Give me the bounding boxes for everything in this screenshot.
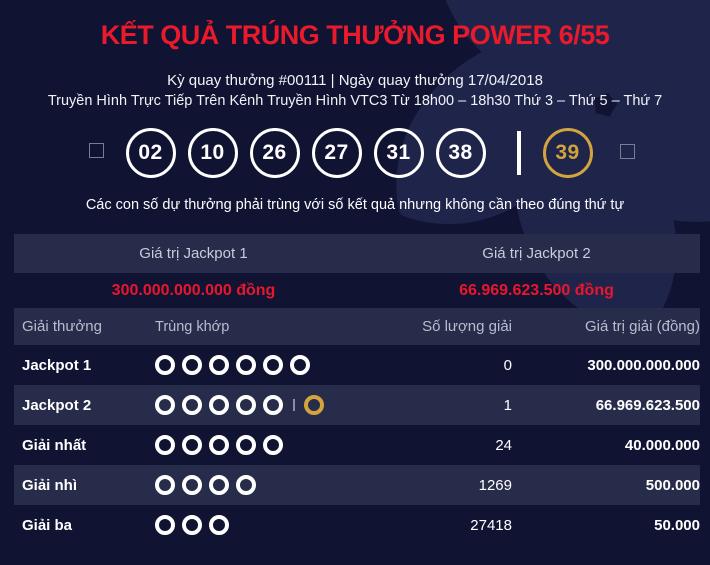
- match-ball-white-icon: [263, 435, 283, 455]
- winner-count: 1: [503, 396, 512, 414]
- match-ball-white-icon: [155, 395, 175, 415]
- match-ball-white-icon: [236, 355, 256, 375]
- jackpot2-label: Giá trị Jackpot 2: [482, 245, 591, 262]
- match-pattern: [155, 435, 355, 455]
- lottery-ball: 02: [125, 128, 176, 178]
- col-header-count: Số lượng giải: [422, 318, 512, 335]
- prize-name: Giải ba: [22, 516, 73, 534]
- match-ball-white-icon: [155, 355, 175, 375]
- ball-number: 31: [386, 141, 411, 164]
- lottery-ball: 31: [373, 128, 424, 178]
- table-row: Giải nhì 1269 500.000: [14, 465, 700, 505]
- match-ball-white-icon: [236, 435, 256, 455]
- match-pattern: [155, 515, 355, 535]
- prev-draw-icon[interactable]: [88, 142, 104, 158]
- prize-name: Giải nhì: [22, 476, 78, 494]
- match-ball-white-icon: [155, 515, 175, 535]
- match-ball-white-icon: [209, 475, 229, 495]
- match-power-divider: [293, 399, 295, 411]
- jackpot-summary-header: Giá trị Jackpot 1 Giá trị Jackpot 2: [14, 234, 700, 273]
- match-ball-white-icon: [182, 435, 202, 455]
- match-ball-white-icon: [209, 515, 229, 535]
- match-ball-white-icon: [182, 395, 202, 415]
- power-ball: 39: [542, 128, 593, 178]
- table-row: Jackpot 1 0 300.000.000.000: [14, 345, 700, 385]
- winner-count: 1269: [478, 476, 512, 494]
- prize-value: 40.000.000: [624, 436, 700, 454]
- match-ball-white-icon: [209, 435, 229, 455]
- match-ball-white-icon: [290, 355, 310, 375]
- prize-table: Giải thưởng Trùng khớp Số lượng giải Giá…: [14, 308, 700, 545]
- ball-number: 27: [324, 141, 349, 164]
- winning-numbers-row: 02 10 26 27 31 38 39: [0, 128, 710, 178]
- ball-number: 26: [262, 141, 287, 164]
- match-ball-white-icon: [155, 475, 175, 495]
- next-draw-icon[interactable]: [619, 143, 635, 159]
- jackpot2-value: 66.969.623.500 đồng: [459, 281, 614, 299]
- prize-name: Giải nhất: [22, 436, 87, 454]
- winner-count: 27418: [470, 516, 512, 534]
- ball-number: 02: [138, 141, 163, 164]
- ball-number: 38: [448, 141, 473, 164]
- broadcast-info: Truyền Hình Trực Tiếp Trên Kênh Truyền H…: [47, 93, 663, 109]
- ball-number: 10: [200, 141, 225, 164]
- prize-value: 300.000.000.000: [587, 356, 700, 374]
- prize-table-header: Giải thưởng Trùng khớp Số lượng giải Giá…: [14, 308, 700, 345]
- matching-rule-note: Các con số dự thưởng phải trùng với số k…: [85, 197, 625, 213]
- page-title: KẾT QUẢ TRÚNG THƯỞNG POWER 6/55: [100, 20, 610, 50]
- prize-value: 66.969.623.500: [595, 396, 700, 414]
- match-ball-white-icon: [182, 515, 202, 535]
- match-pattern: [155, 395, 355, 415]
- match-ball-white-icon: [236, 475, 256, 495]
- winner-count: 0: [503, 356, 512, 374]
- col-header-prize: Giải thưởng: [22, 318, 102, 335]
- match-ball-white-icon: [155, 435, 175, 455]
- lottery-ball: 27: [311, 128, 362, 178]
- match-ball-white-icon: [182, 355, 202, 375]
- prize-value: 50.000: [654, 516, 700, 534]
- table-row: Jackpot 2 1 66.969.623.500: [14, 385, 700, 425]
- jackpot1-label: Giá trị Jackpot 1: [139, 245, 248, 262]
- match-ball-white-icon: [209, 395, 229, 415]
- winner-count: 24: [495, 436, 512, 454]
- match-pattern: [155, 475, 355, 495]
- col-header-value: Giá trị giải (đồng): [584, 318, 700, 335]
- match-ball-white-icon: [263, 355, 283, 375]
- power-ball-divider: [516, 131, 521, 175]
- table-row: Giải nhất 24 40.000.000: [14, 425, 700, 465]
- jackpot-summary-values: 300.000.000.000 đồng 66.969.623.500 đồng: [14, 273, 700, 308]
- match-ball-white-icon: [236, 395, 256, 415]
- table-row: Giải ba 27418 50.000: [14, 505, 700, 545]
- match-ball-white-icon: [209, 355, 229, 375]
- jackpot1-value: 300.000.000.000 đồng: [111, 281, 276, 299]
- lottery-ball: 10: [187, 128, 238, 178]
- col-header-match: Trùng khớp: [155, 318, 230, 335]
- lottery-ball: 26: [249, 128, 300, 178]
- prize-name: Jackpot 2: [22, 396, 92, 414]
- match-pattern: [155, 355, 355, 375]
- lottery-ball: 38: [435, 128, 486, 178]
- ball-number: 39: [555, 141, 580, 164]
- match-ball-white-icon: [263, 395, 283, 415]
- prize-name: Jackpot 1: [22, 356, 92, 374]
- prize-value: 500.000: [645, 476, 700, 494]
- draw-info: Kỳ quay thưởng #00111 | Ngày quay thưởng…: [167, 72, 543, 89]
- match-ball-white-icon: [182, 475, 202, 495]
- match-ball-gold-icon: [304, 395, 324, 415]
- main-numbers-group: 02 10 26 27 31 38: [125, 128, 486, 178]
